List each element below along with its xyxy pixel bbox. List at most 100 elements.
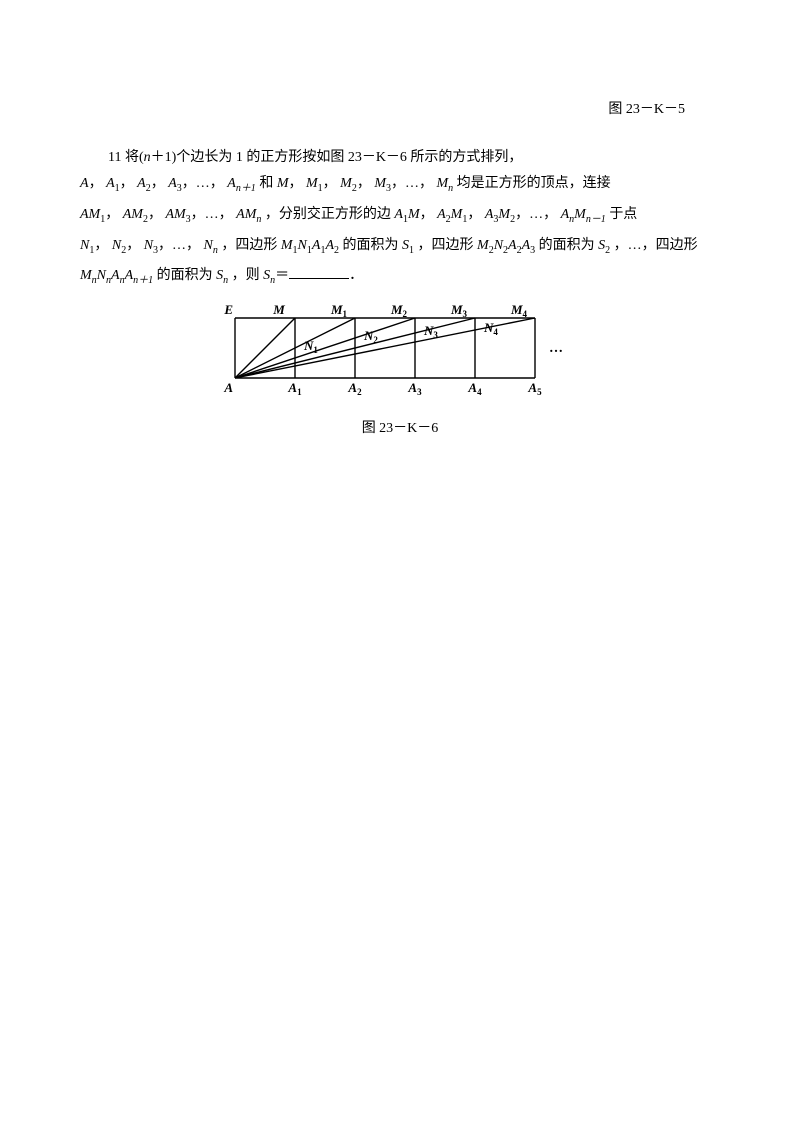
q2d: A <box>522 238 531 253</box>
dot: ． <box>349 268 363 283</box>
l2tail: 均是正方形的顶点，连接 <box>457 176 611 191</box>
c9: ， <box>420 207 434 222</box>
q1d: A <box>325 238 334 253</box>
svg-text:M3: M3 <box>450 302 468 319</box>
Nn: N <box>204 238 213 253</box>
c3: ， <box>151 176 165 191</box>
pt-M3: M <box>374 176 386 191</box>
q1a: M <box>281 238 293 253</box>
pt-A2: A <box>137 176 146 191</box>
pt-M: M <box>277 176 289 191</box>
and: 和 <box>259 176 277 191</box>
answer-blank[interactable] <box>289 266 349 279</box>
t-l1a: 将( <box>125 150 144 165</box>
c12: ， <box>126 238 140 253</box>
svg-text:M: M <box>272 302 285 317</box>
svg-text:M2: M2 <box>390 302 408 319</box>
qnb: N <box>97 268 106 283</box>
l3tail: 于点 <box>609 207 637 222</box>
svg-text:M1: M1 <box>330 302 348 319</box>
problem-number: 11 <box>108 150 121 165</box>
c1: ， <box>89 176 103 191</box>
c11: ， <box>94 238 108 253</box>
N3: N <box>144 238 153 253</box>
svg-text:E: E <box>223 302 233 317</box>
S2s: 2 <box>605 244 610 255</box>
q1b: N <box>298 238 307 253</box>
A1M-b: M <box>408 207 420 222</box>
svg-text:A4: A4 <box>467 380 482 397</box>
c4: ， <box>288 176 302 191</box>
t-l1b: ＋1)个边长为 1 的正方形按如图 23－K－6 所示的方式排列， <box>151 150 523 165</box>
N1: N <box>80 238 89 253</box>
q2b: N <box>494 238 503 253</box>
ta2: 的面积为 <box>539 238 599 253</box>
AMns: n <box>256 214 261 225</box>
q2ds: 3 <box>530 244 535 255</box>
problem-text: 11 将(n＋1)个边长为 1 的正方形按如图 23－K－6 所示的方式排列， … <box>80 145 720 294</box>
A2M1-b: M <box>451 207 463 222</box>
AM2: AM <box>123 207 143 222</box>
ta3: 的面积为 <box>157 268 217 283</box>
eq: ＝ <box>275 268 289 283</box>
AMn: AM <box>236 207 256 222</box>
d4: ，…， <box>515 207 557 222</box>
pt-A1: A <box>106 176 115 191</box>
qna: M <box>80 268 92 283</box>
AnMn1-b: M <box>574 207 586 222</box>
pt-A: A <box>80 176 89 191</box>
A2M1-a: A <box>437 207 446 222</box>
svg-text:A3: A3 <box>407 380 422 397</box>
qnd: A <box>125 268 134 283</box>
S1s: 1 <box>409 244 414 255</box>
c2: ， <box>120 176 134 191</box>
svg-text:A2: A2 <box>347 380 362 397</box>
svg-text:N4: N4 <box>483 320 498 337</box>
pt-M1: M <box>306 176 318 191</box>
c10: ， <box>467 207 481 222</box>
svg-text:N1: N1 <box>303 338 318 355</box>
var-n: n <box>144 150 151 165</box>
pt-Mns: n <box>448 183 453 194</box>
AM3: AM <box>165 207 185 222</box>
ta1: 的面积为 <box>343 238 403 253</box>
d2: ，…， <box>391 176 433 191</box>
figure-label-23-k-5: 图 23－K－5 <box>608 98 685 118</box>
svg-text:M4: M4 <box>510 302 528 319</box>
A3M2-b: M <box>498 207 510 222</box>
svg-text:N3: N3 <box>423 323 438 340</box>
d1: ，…， <box>182 176 224 191</box>
c7: ， <box>105 207 119 222</box>
q1ds: 2 <box>334 244 339 255</box>
c8: ， <box>148 207 162 222</box>
pt-An1: A <box>227 176 236 191</box>
figure-svg: N1N2N3N4EMM1M2M3M4AA1A2A3A4A5… <box>215 300 585 400</box>
d5: ，…， <box>158 238 200 253</box>
td: ，…，四边形 <box>614 238 698 253</box>
AM1: AM <box>80 207 100 222</box>
svg-text:A: A <box>223 380 233 395</box>
figure-caption: 图 23－K－6 <box>0 417 800 437</box>
pt-An1s: n＋1 <box>236 183 256 194</box>
c6: ， <box>357 176 371 191</box>
q2c: A <box>508 238 517 253</box>
tq1: ，四边形 <box>221 238 281 253</box>
AnMn1-a: A <box>561 207 570 222</box>
d3: ，…， <box>191 207 233 222</box>
svg-text:A5: A5 <box>527 380 542 397</box>
AnMn1-bs: n－1 <box>586 214 606 225</box>
pt-Mn: M <box>437 176 449 191</box>
svg-text:A1: A1 <box>287 380 302 397</box>
S1: S <box>402 238 409 253</box>
then: ，则 <box>232 268 264 283</box>
q2a: M <box>477 238 489 253</box>
Nns: n <box>213 244 218 255</box>
pt-M2: M <box>340 176 352 191</box>
qnc: A <box>111 268 120 283</box>
c5: ， <box>323 176 337 191</box>
l3mid: ，分别交正方形的边 <box>265 207 395 222</box>
svg-text:…: … <box>549 341 563 356</box>
tq2: ，四边形 <box>418 238 478 253</box>
page: 图 23－K－5 11 将(n＋1)个边长为 1 的正方形按如图 23－K－6 … <box>0 0 800 1132</box>
Sns: n <box>223 275 228 286</box>
